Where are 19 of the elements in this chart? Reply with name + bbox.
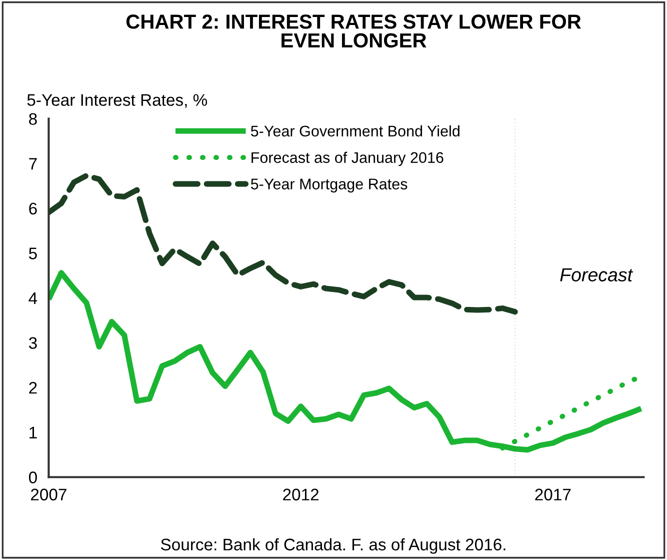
legend-label: 5-Year Mortgage Rates bbox=[250, 178, 408, 192]
x-tick-label: 2017 bbox=[535, 488, 571, 500]
y-tick-label: 6 bbox=[29, 202, 37, 215]
y-tick-label: 3 bbox=[28, 337, 37, 349]
legend-label: 5-Year Government Bond Yield bbox=[250, 125, 460, 137]
y-axis-title: 5-Year Interest Rates, % bbox=[27, 94, 208, 108]
y-tick-label: 8 bbox=[29, 113, 37, 125]
source-note: Source: Bank of Canada. F. as of August 2016. bbox=[161, 538, 506, 554]
y-tick-label: 7 bbox=[29, 158, 37, 170]
chart-title: CHART 2: INTEREST RATES STAY LOWER FOR EVEN LONGER bbox=[126, 14, 581, 48]
x-tick-label: 2012 bbox=[283, 488, 318, 500]
x-tick-label: 2007 bbox=[30, 488, 66, 500]
y-tick-label: 4 bbox=[28, 292, 38, 304]
annotation: Forecast bbox=[560, 268, 634, 282]
legend-label: Forecast as of January 2016 bbox=[252, 152, 444, 166]
y-tick-label: 0 bbox=[28, 472, 37, 484]
y-tick-label: 1 bbox=[30, 426, 37, 438]
y-tick-label: 5 bbox=[28, 248, 37, 260]
y-tick-label: 2 bbox=[29, 382, 37, 394]
